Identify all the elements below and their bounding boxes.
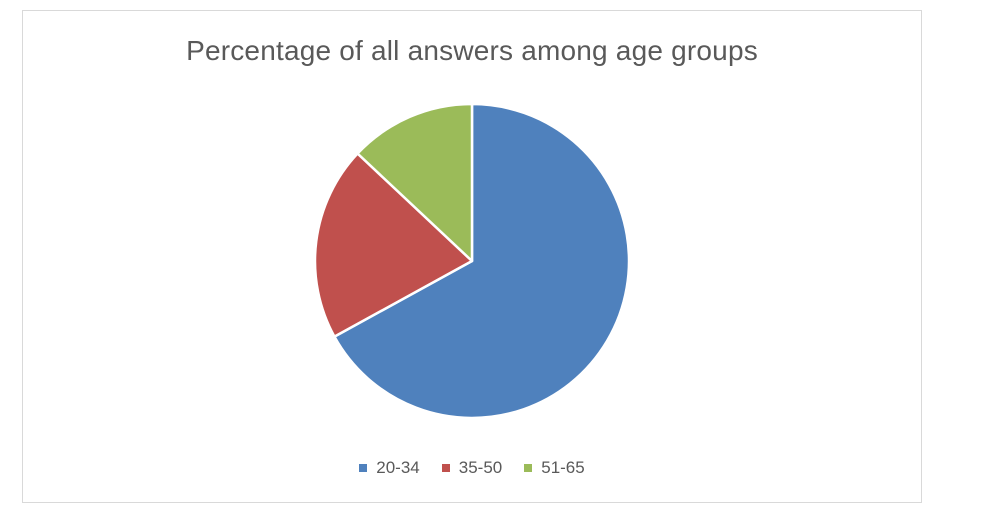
pie-slice-51-65 <box>356 102 474 263</box>
legend-swatch <box>359 464 368 472</box>
legend-label: 35-50 <box>458 458 503 477</box>
legend-label: 51-65 <box>541 458 585 477</box>
legend-item-35-50: 35-50 <box>441 458 503 478</box>
legend-swatch <box>524 464 533 472</box>
pie-chart <box>313 102 631 420</box>
chart-frame: Percentage of all answers among age grou… <box>22 10 922 503</box>
legend-item-51-65: 51-65 <box>524 458 585 478</box>
pie-slice-20-34 <box>333 102 631 420</box>
legend-swatch <box>441 464 450 472</box>
legend-item-20-34: 20-34 <box>359 458 420 478</box>
chart-legend: 20-34 35-50 51-65 <box>23 458 921 478</box>
pie-slice-35-50 <box>313 152 474 338</box>
chart-title: Percentage of all answers among age grou… <box>186 35 758 66</box>
legend-label: 20-34 <box>376 458 420 477</box>
